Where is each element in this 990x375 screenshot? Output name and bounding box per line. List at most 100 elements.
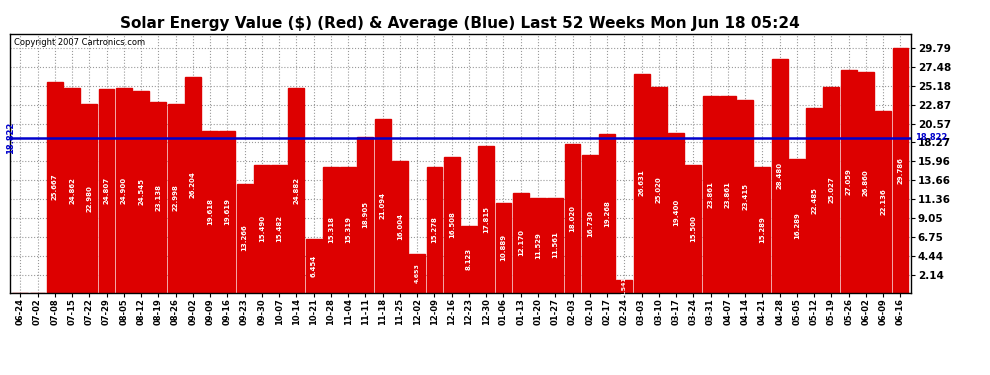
Text: 15.319: 15.319 [346, 216, 351, 243]
Bar [306, 240, 322, 292]
Text: 16.004: 16.004 [397, 213, 403, 240]
Bar [806, 108, 822, 292]
Text: 23.861: 23.861 [708, 181, 714, 208]
Title: Solar Energy Value ($) (Red) & Average (Blue) Last 52 Weeks Mon Jun 18 05:24: Solar Energy Value ($) (Red) & Average (… [121, 16, 800, 31]
Bar [703, 96, 719, 292]
Text: 24.882: 24.882 [293, 177, 299, 204]
Text: 6.454: 6.454 [311, 255, 317, 277]
Bar [824, 87, 840, 292]
Bar [841, 70, 856, 292]
Text: 16.289: 16.289 [794, 212, 800, 239]
Text: 24.862: 24.862 [69, 177, 75, 204]
Bar [738, 100, 753, 292]
Text: 29.786: 29.786 [898, 157, 904, 184]
Text: 18.905: 18.905 [362, 201, 368, 228]
Text: 11.561: 11.561 [552, 232, 558, 258]
Text: 12.170: 12.170 [518, 229, 524, 256]
Bar [323, 166, 339, 292]
Bar [427, 167, 443, 292]
Bar [547, 198, 563, 292]
Text: 25.020: 25.020 [655, 176, 662, 203]
Text: 19.618: 19.618 [207, 198, 213, 225]
Bar [133, 91, 149, 292]
Bar [288, 88, 304, 292]
Bar [185, 77, 201, 292]
Text: 19.400: 19.400 [673, 199, 679, 226]
Text: 25.027: 25.027 [829, 176, 835, 203]
Bar [582, 155, 598, 292]
Bar [271, 165, 287, 292]
Bar [668, 133, 684, 292]
Bar [685, 165, 701, 292]
Text: 24.545: 24.545 [138, 178, 145, 205]
Bar [650, 87, 666, 292]
Bar [564, 144, 580, 292]
Bar [875, 111, 891, 292]
Bar [99, 89, 115, 292]
Bar [392, 161, 408, 292]
Text: 26.860: 26.860 [863, 169, 869, 195]
Text: 11.529: 11.529 [535, 232, 541, 259]
Bar [771, 58, 788, 292]
Text: 19.268: 19.268 [604, 200, 610, 227]
Text: 15.318: 15.318 [328, 216, 334, 243]
Bar [599, 134, 615, 292]
Bar [496, 203, 512, 292]
Text: 4.653: 4.653 [415, 264, 420, 284]
Text: 23.138: 23.138 [155, 184, 161, 211]
Text: 22.136: 22.136 [880, 188, 886, 215]
Text: 28.480: 28.480 [776, 162, 783, 189]
Bar [357, 137, 373, 292]
Bar [513, 192, 529, 292]
Bar [47, 82, 62, 292]
Bar [81, 104, 97, 292]
Bar [64, 88, 80, 292]
Text: 8.123: 8.123 [466, 248, 472, 270]
Bar [254, 165, 270, 292]
Bar [116, 88, 132, 292]
Text: 13.266: 13.266 [242, 225, 248, 251]
Text: 16.508: 16.508 [448, 211, 454, 238]
Text: 24.900: 24.900 [121, 177, 127, 204]
Bar [720, 96, 736, 292]
Bar [167, 104, 183, 292]
Text: 17.815: 17.815 [483, 206, 489, 233]
Text: 26.204: 26.204 [190, 171, 196, 198]
Bar [444, 157, 459, 292]
Text: 15.500: 15.500 [690, 215, 696, 242]
Text: 15.482: 15.482 [276, 215, 282, 242]
Bar [150, 102, 166, 292]
Bar [893, 48, 909, 292]
Bar [341, 166, 356, 292]
Text: 24.807: 24.807 [104, 177, 110, 204]
Text: 16.730: 16.730 [587, 210, 593, 237]
Text: 18.822: 18.822 [915, 134, 947, 142]
Text: Copyright 2007 Cartronics.com: Copyright 2007 Cartronics.com [15, 38, 146, 46]
Bar [237, 183, 252, 292]
Text: 23.861: 23.861 [725, 181, 731, 208]
Text: 26.631: 26.631 [639, 170, 644, 196]
Bar [754, 167, 770, 292]
Bar [202, 131, 218, 292]
Text: 19.619: 19.619 [225, 198, 231, 225]
Bar [220, 131, 236, 292]
Text: 15.289: 15.289 [759, 216, 765, 243]
Bar [634, 74, 649, 292]
Bar [617, 280, 633, 292]
Text: 1.541: 1.541 [622, 276, 627, 296]
Bar [478, 146, 494, 292]
Bar [789, 159, 805, 292]
Text: 15.278: 15.278 [432, 216, 438, 243]
Bar [530, 198, 545, 292]
Text: 22.485: 22.485 [811, 187, 817, 214]
Text: 15.490: 15.490 [258, 215, 265, 243]
Text: 21.094: 21.094 [380, 192, 386, 219]
Text: 25.667: 25.667 [51, 174, 57, 200]
Text: 10.889: 10.889 [501, 234, 507, 261]
Text: 22.998: 22.998 [172, 184, 178, 211]
Bar [461, 226, 477, 292]
Bar [409, 254, 425, 292]
Text: 18.822: 18.822 [6, 122, 15, 154]
Text: 27.059: 27.059 [845, 168, 851, 195]
Bar [375, 119, 391, 292]
